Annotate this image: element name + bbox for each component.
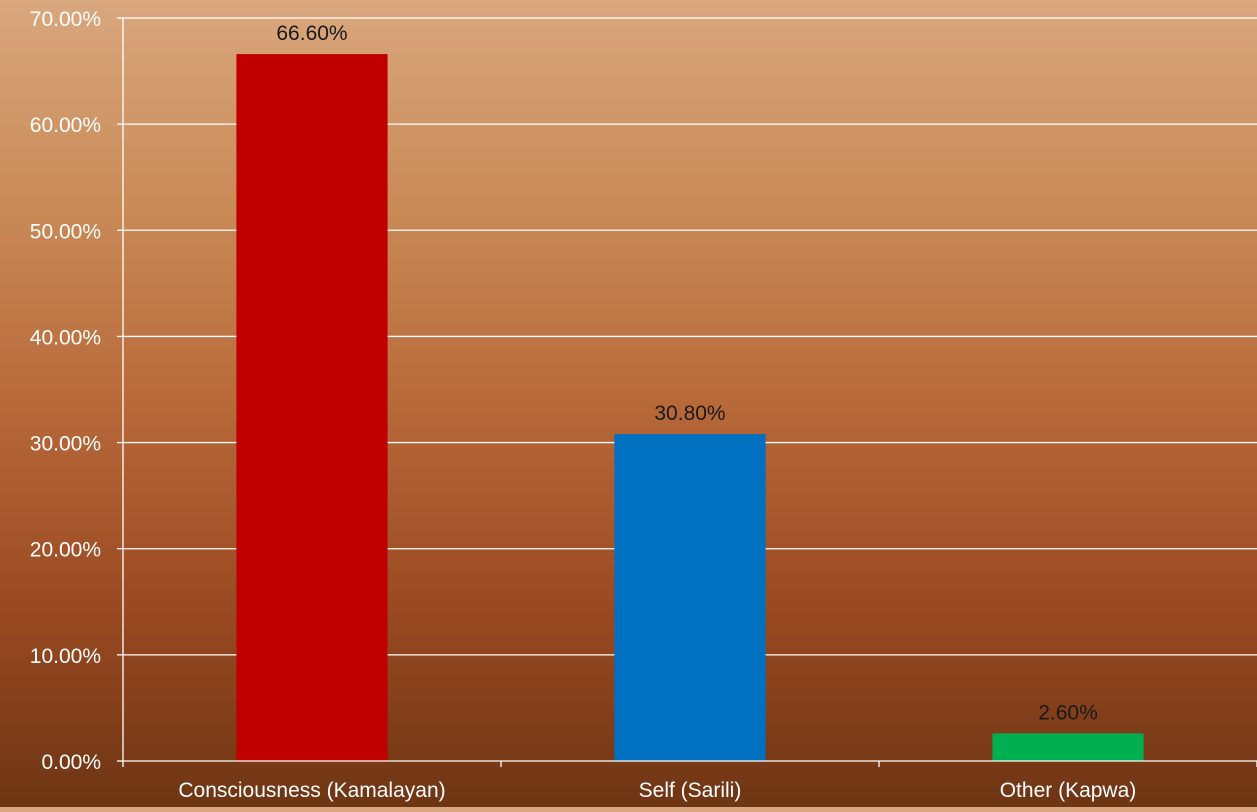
x-tick-label: Self (Sarili) [639,779,742,802]
data-label: 66.60% [276,22,347,45]
y-tick-label: 40.00% [30,326,101,349]
bar [236,54,388,762]
y-tick-label: 60.00% [30,114,101,137]
y-tick-label: 20.00% [30,539,101,562]
axes [117,17,1257,767]
y-tick-label: 10.00% [30,645,101,668]
data-label: 30.80% [654,402,725,425]
y-tick-label: 50.00% [30,220,101,243]
y-tick-label: 0.00% [41,751,101,774]
x-tick-label: Consciousness (Kamalayan) [178,779,445,802]
bar [614,434,766,761]
labels: 0.00% 10.00% 20.00% 30.00% 40.00% 50.00% 60.00… [30,8,1137,802]
bars [236,54,1144,762]
bar [992,733,1144,761]
x-tick-label: Other (Kapwa) [1000,779,1137,802]
y-tick-label: 30.00% [30,433,101,456]
y-tick-label: 70.00% [30,8,101,31]
data-label: 2.60% [1038,701,1098,724]
